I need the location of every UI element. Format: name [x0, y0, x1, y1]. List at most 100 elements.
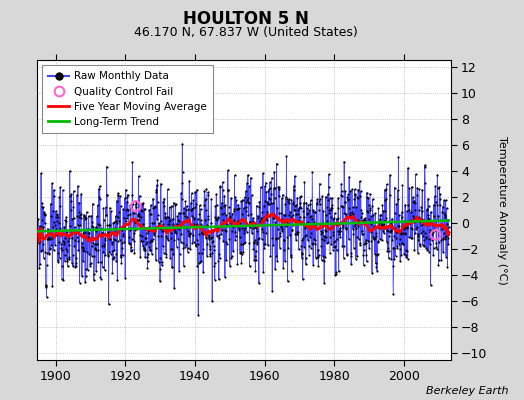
Point [194, 241, 202, 248]
Point [110, 236, 118, 242]
Point [412, 217, 420, 224]
Point [195, 230, 203, 237]
Point [73, 192, 81, 198]
Point [170, 226, 179, 232]
Point [214, 214, 222, 220]
Point [313, 246, 322, 253]
Point [348, 212, 356, 219]
Point [224, 186, 232, 193]
Point [48, 180, 56, 186]
Point [370, 235, 379, 241]
Point [161, 210, 170, 216]
Point [105, 222, 113, 228]
Point [171, 202, 180, 208]
Point [302, 199, 311, 206]
Point [219, 187, 227, 193]
Point [444, 217, 452, 223]
Point [319, 207, 327, 214]
Point [443, 221, 451, 227]
Point [62, 214, 70, 220]
Point [336, 225, 344, 232]
Point [438, 226, 446, 232]
Point [139, 199, 147, 206]
Point [107, 208, 115, 214]
Point [193, 220, 201, 227]
Point [76, 212, 84, 218]
Point [288, 200, 297, 207]
Point [128, 159, 137, 166]
Point [153, 177, 161, 184]
Point [164, 237, 172, 243]
Point [350, 196, 358, 202]
Point [56, 255, 64, 261]
Point [303, 205, 312, 212]
Point [373, 223, 381, 230]
Point [56, 225, 64, 231]
Point [120, 239, 128, 245]
Point [134, 212, 143, 219]
Point [162, 254, 170, 260]
Point [389, 244, 397, 251]
Point [445, 229, 453, 235]
Point [434, 212, 442, 219]
Point [308, 169, 316, 176]
Point [413, 184, 421, 191]
Point [439, 235, 447, 242]
Point [350, 230, 358, 237]
Point [199, 222, 207, 229]
Point [101, 235, 109, 241]
Point [386, 172, 394, 178]
Point [317, 242, 325, 249]
Point [232, 197, 241, 204]
Point [196, 216, 205, 223]
Point [332, 216, 341, 222]
Point [308, 207, 316, 213]
Point [239, 248, 247, 255]
Point [331, 243, 340, 250]
Point [220, 192, 228, 199]
Point [420, 243, 429, 250]
Point [161, 251, 170, 258]
Point [47, 200, 55, 207]
Point [263, 217, 271, 224]
Point [99, 229, 107, 236]
Point [172, 223, 180, 229]
Point [372, 260, 380, 267]
Point [384, 223, 392, 230]
Point [91, 224, 100, 230]
Point [368, 196, 377, 202]
Point [208, 298, 216, 304]
Point [399, 230, 408, 236]
Point [348, 225, 357, 232]
Point [407, 235, 415, 242]
Point [323, 240, 331, 246]
Point [51, 231, 59, 237]
Point [376, 236, 384, 242]
Point [58, 262, 66, 269]
Point [60, 235, 69, 242]
Point [402, 208, 411, 214]
Point [170, 285, 178, 292]
Point [424, 203, 433, 209]
Point [175, 226, 183, 232]
Point [86, 263, 94, 269]
Point [289, 212, 297, 218]
Point [347, 209, 356, 216]
Point [441, 212, 449, 218]
Point [359, 252, 367, 258]
Point [133, 219, 141, 226]
Point [394, 187, 402, 193]
Point [45, 229, 53, 235]
Point [356, 240, 365, 246]
Point [61, 258, 69, 264]
Point [151, 228, 159, 234]
Point [300, 244, 308, 250]
Point [45, 250, 53, 256]
Point [366, 221, 375, 228]
Point [281, 258, 289, 264]
Point [150, 204, 159, 211]
Point [305, 207, 313, 214]
Point [89, 224, 97, 231]
Point [194, 250, 203, 256]
Point [262, 188, 270, 195]
